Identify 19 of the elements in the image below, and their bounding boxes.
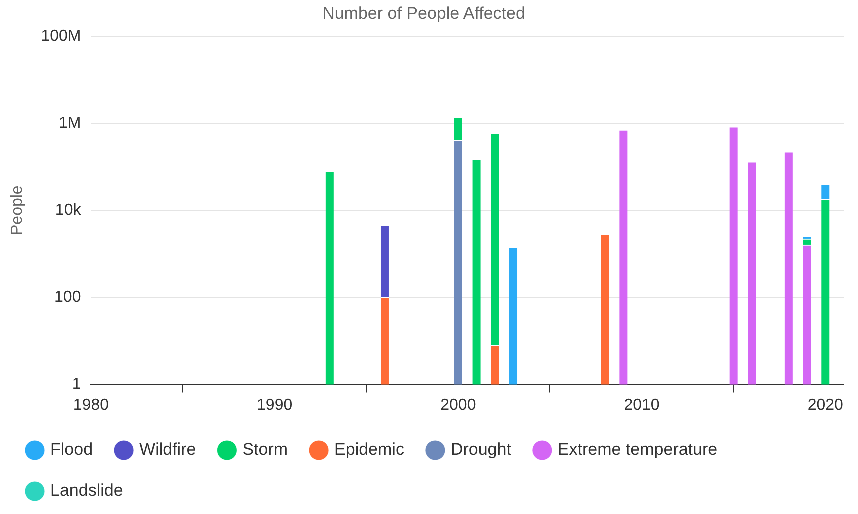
x-tick-label: 2010 xyxy=(624,396,660,414)
y-tick-label: 100M xyxy=(41,28,82,45)
x-tick-label: 1980 xyxy=(73,396,110,414)
y-tick-label: 10k xyxy=(55,202,82,220)
x-tick-label: 2020 xyxy=(808,396,844,414)
y-tick-label: 1 xyxy=(72,376,82,394)
y-axis-title: People xyxy=(9,186,26,236)
y-tick-label: 1M xyxy=(58,114,82,132)
legend-label: Landslide xyxy=(50,481,124,500)
chart-title: Number of People Affected xyxy=(322,4,526,23)
x-tick-label: 2000 xyxy=(440,396,476,414)
legend-label: Flood xyxy=(50,440,94,460)
x-tick-label: 1990 xyxy=(257,396,293,414)
y-tick-label: 100 xyxy=(54,289,82,306)
legend-label: Wildfire xyxy=(140,440,196,460)
legend-label: Epidemic xyxy=(334,440,405,460)
legend-label: Storm xyxy=(242,440,288,460)
legend-label: Extreme temperature xyxy=(558,440,718,460)
legend-label: Drought xyxy=(450,440,512,460)
